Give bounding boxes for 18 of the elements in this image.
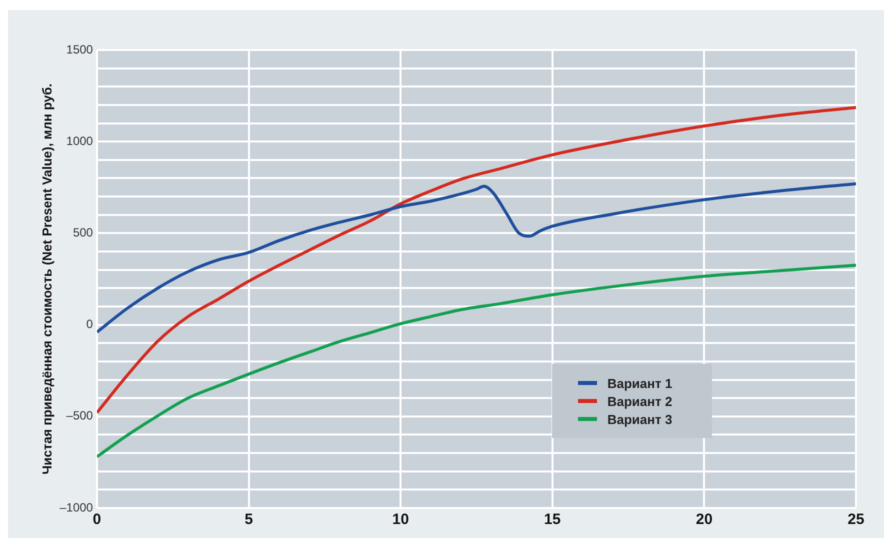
y-tick-label: 1500: [66, 42, 94, 56]
line-series: [96, 264, 856, 458]
legend-label: Вариант 1: [607, 376, 672, 390]
x-tick-label: 10: [392, 511, 409, 528]
y-tick-label: –1000: [60, 500, 94, 514]
x-tick-label: 5: [244, 511, 253, 528]
x-tick-label: 15: [544, 511, 561, 528]
y-tick-label: 500: [72, 226, 94, 240]
x-tick-label: 25: [848, 511, 864, 528]
legend-label: Вариант 2: [607, 394, 672, 408]
y-tick-label: –500: [66, 408, 94, 423]
y-tick-label: 0: [86, 317, 94, 332]
y-tick-label: 1000: [66, 134, 94, 148]
x-tick-label: 20: [696, 511, 713, 528]
line-series: [96, 182, 856, 334]
line-series: [96, 106, 856, 414]
legend-label: Вариант 3: [607, 412, 672, 426]
y-axis-title: Чистая приведённая стоимость (Net Present Value), млн руб.: [39, 83, 54, 475]
